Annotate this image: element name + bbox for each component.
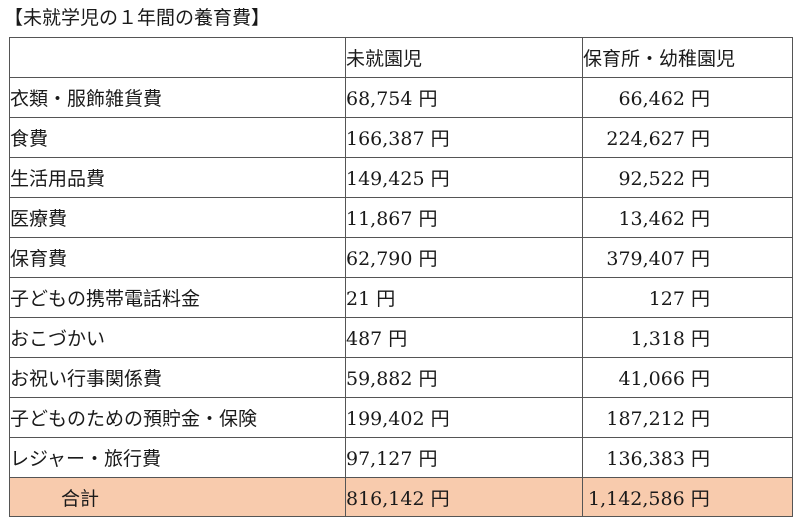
row-item-label: 食費 — [9, 117, 346, 158]
row-nursery-amount: 1,318 円 — [630, 328, 710, 350]
row-nursery-cell: 1,142,586 円 — [582, 477, 793, 517]
row-item-label: 合計 — [9, 477, 346, 517]
row-nursery-amount: 13,462 円 — [618, 208, 710, 230]
row-nursery-amount: 1,142,586 円 — [588, 487, 710, 510]
row-nursery-cell: 66,462 円 — [582, 77, 793, 118]
row-item-label: レジャー・旅行費 — [9, 437, 346, 478]
childcare-cost-table: 未就園児 保育所・幼稚園児 衣類・服飾雑貨費 68,754 円 66,462 円食費… — [9, 37, 793, 517]
row-nursery-amount: 66,462 円 — [618, 88, 710, 110]
row-preschool-amount: 166,387 円 — [345, 117, 583, 158]
header-nursery-column: 保育所・幼稚園児 — [582, 37, 793, 78]
row-item-label: 生活用品費 — [9, 157, 346, 198]
row-nursery-cell: 136,383 円 — [582, 437, 793, 478]
row-preschool-amount: 11,867 円 — [345, 197, 583, 238]
header-preschool-column: 未就園児 — [345, 37, 583, 78]
table-header-row: 未就園児 保育所・幼稚園児 — [9, 37, 793, 78]
table-row: 医療費 11,867 円 13,462 円 — [9, 197, 793, 238]
row-nursery-amount: 187,212 円 — [606, 408, 710, 430]
row-nursery-cell: 92,522 円 — [582, 157, 793, 198]
table-body: 衣類・服飾雑貨費 68,754 円 66,462 円食費 166,387 円 224,6… — [9, 77, 793, 517]
header-item-column — [9, 37, 346, 78]
table-row: 子どもの携帯電話料金 21 円 127 円 — [9, 277, 793, 318]
row-preschool-amount: 62,790 円 — [345, 237, 583, 278]
row-nursery-amount: 41,066 円 — [618, 368, 710, 390]
row-nursery-cell: 379,407 円 — [582, 237, 793, 278]
row-nursery-cell: 41,066 円 — [582, 357, 793, 398]
row-item-label: おこづかい — [9, 317, 346, 358]
row-nursery-amount: 379,407 円 — [606, 248, 710, 270]
row-preschool-amount: 97,127 円 — [345, 437, 583, 478]
table-row: 食費 166,387 円 224,627 円 — [9, 117, 793, 158]
row-nursery-amount: 136,383 円 — [606, 448, 710, 470]
table-row: 保育費 62,790 円 379,407 円 — [9, 237, 793, 278]
row-preschool-amount: 149,425 円 — [345, 157, 583, 198]
row-nursery-cell: 127 円 — [582, 277, 793, 318]
row-nursery-amount: 224,627 円 — [606, 128, 710, 150]
row-nursery-amount: 127 円 — [648, 288, 710, 310]
table-row: 生活用品費 149,425 円 92,522 円 — [9, 157, 793, 198]
table-row: レジャー・旅行費 97,127 円 136,383 円 — [9, 437, 793, 478]
row-item-label: 保育費 — [9, 237, 346, 278]
row-preschool-amount: 199,402 円 — [345, 397, 583, 438]
row-preschool-amount: 68,754 円 — [345, 77, 583, 118]
row-preschool-amount: 59,882 円 — [345, 357, 583, 398]
row-item-label: 医療費 — [9, 197, 346, 238]
table-row: おこづかい 487 円 1,318 円 — [9, 317, 793, 358]
row-item-label: お祝い行事関係費 — [9, 357, 346, 398]
page-title: 【未就学児の１年間の養育費】 — [4, 7, 271, 29]
total-row: 合計 816,142 円 1,142,586 円 — [9, 477, 793, 517]
table-row: 子どものための預貯金・保険 199,402 円 187,212 円 — [9, 397, 793, 438]
row-item-label: 子どもの携帯電話料金 — [9, 277, 346, 318]
row-item-label: 衣類・服飾雑貨費 — [9, 77, 346, 118]
table-row: 衣類・服飾雑貨費 68,754 円 66,462 円 — [9, 77, 793, 118]
row-preschool-amount: 816,142 円 — [345, 477, 583, 517]
row-nursery-amount: 92,522 円 — [618, 168, 710, 190]
table-row: お祝い行事関係費 59,882 円 41,066 円 — [9, 357, 793, 398]
row-preschool-amount: 487 円 — [345, 317, 583, 358]
row-item-label: 子どものための預貯金・保険 — [9, 397, 346, 438]
row-nursery-cell: 13,462 円 — [582, 197, 793, 238]
row-nursery-cell: 187,212 円 — [582, 397, 793, 438]
row-preschool-amount: 21 円 — [345, 277, 583, 318]
row-nursery-cell: 224,627 円 — [582, 117, 793, 158]
row-nursery-cell: 1,318 円 — [582, 317, 793, 358]
